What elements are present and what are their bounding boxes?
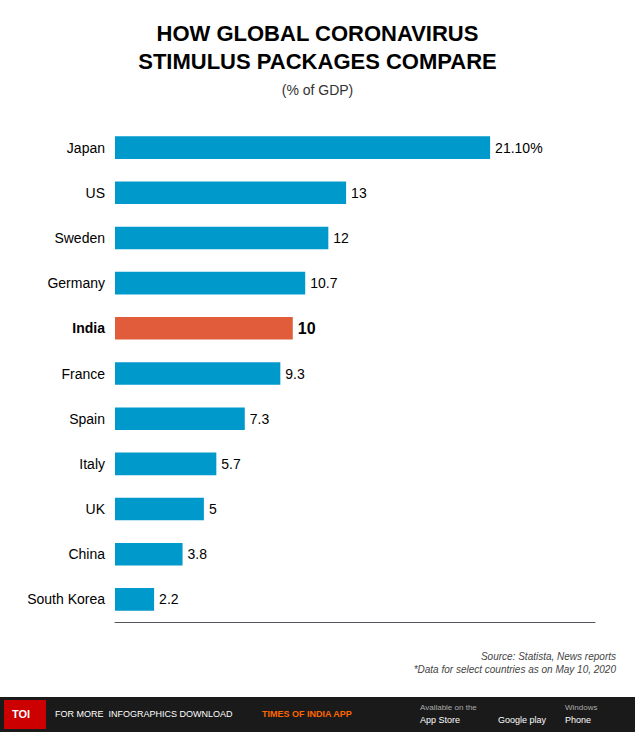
- svg-text:App Store: App Store: [420, 715, 460, 725]
- svg-text:12: 12: [333, 230, 349, 246]
- svg-text:3.8: 3.8: [188, 546, 208, 562]
- svg-text:Sweden: Sweden: [54, 230, 105, 246]
- svg-text:US: US: [86, 185, 105, 201]
- svg-text:Japan: Japan: [67, 140, 105, 156]
- svg-text:7.3: 7.3: [250, 411, 270, 427]
- svg-text:10: 10: [298, 320, 316, 337]
- svg-text:Google play: Google play: [498, 715, 547, 725]
- svg-text:Source: Statista, News reports: Source: Statista, News reports: [481, 651, 616, 662]
- svg-text:China: China: [68, 546, 105, 562]
- svg-text:*Data for select countries as: *Data for select countries as on May 10,…: [414, 664, 617, 675]
- svg-text:HOW GLOBAL CORONAVIRUS: HOW GLOBAL CORONAVIRUS: [157, 21, 479, 46]
- svg-text:UK: UK: [86, 501, 106, 517]
- svg-text:9.3: 9.3: [285, 366, 305, 382]
- svg-text:Germany: Germany: [47, 275, 105, 291]
- svg-text:5: 5: [209, 501, 217, 517]
- svg-text:France: France: [61, 366, 105, 382]
- svg-text:India: India: [72, 320, 105, 336]
- svg-text:2.2: 2.2: [159, 591, 179, 607]
- svg-text:FOR MORE INFOGRAPHICS DOWNLOA: FOR MORE INFOGRAPHICS DOWNLOAD: [55, 709, 233, 719]
- svg-text:TIMES OF INDIA APP: TIMES OF INDIA APP: [262, 709, 352, 719]
- svg-text:STIMULUS PACKAGES COMPARE: STIMULUS PACKAGES COMPARE: [138, 49, 497, 74]
- svg-text:Italy: Italy: [79, 456, 105, 472]
- svg-text:21.10%: 21.10%: [495, 140, 542, 156]
- svg-text:13: 13: [351, 185, 367, 201]
- svg-text:(% of GDP): (% of GDP): [282, 82, 354, 98]
- svg-text:Available on the: Available on the: [420, 703, 477, 712]
- svg-text:10.7: 10.7: [310, 275, 337, 291]
- svg-text:Phone: Phone: [565, 715, 591, 725]
- svg-text:Spain: Spain: [69, 411, 105, 427]
- svg-text:Windows: Windows: [565, 703, 597, 712]
- svg-text:South Korea: South Korea: [27, 591, 105, 607]
- svg-text:TOI: TOI: [12, 708, 30, 720]
- svg-text:5.7: 5.7: [221, 456, 241, 472]
